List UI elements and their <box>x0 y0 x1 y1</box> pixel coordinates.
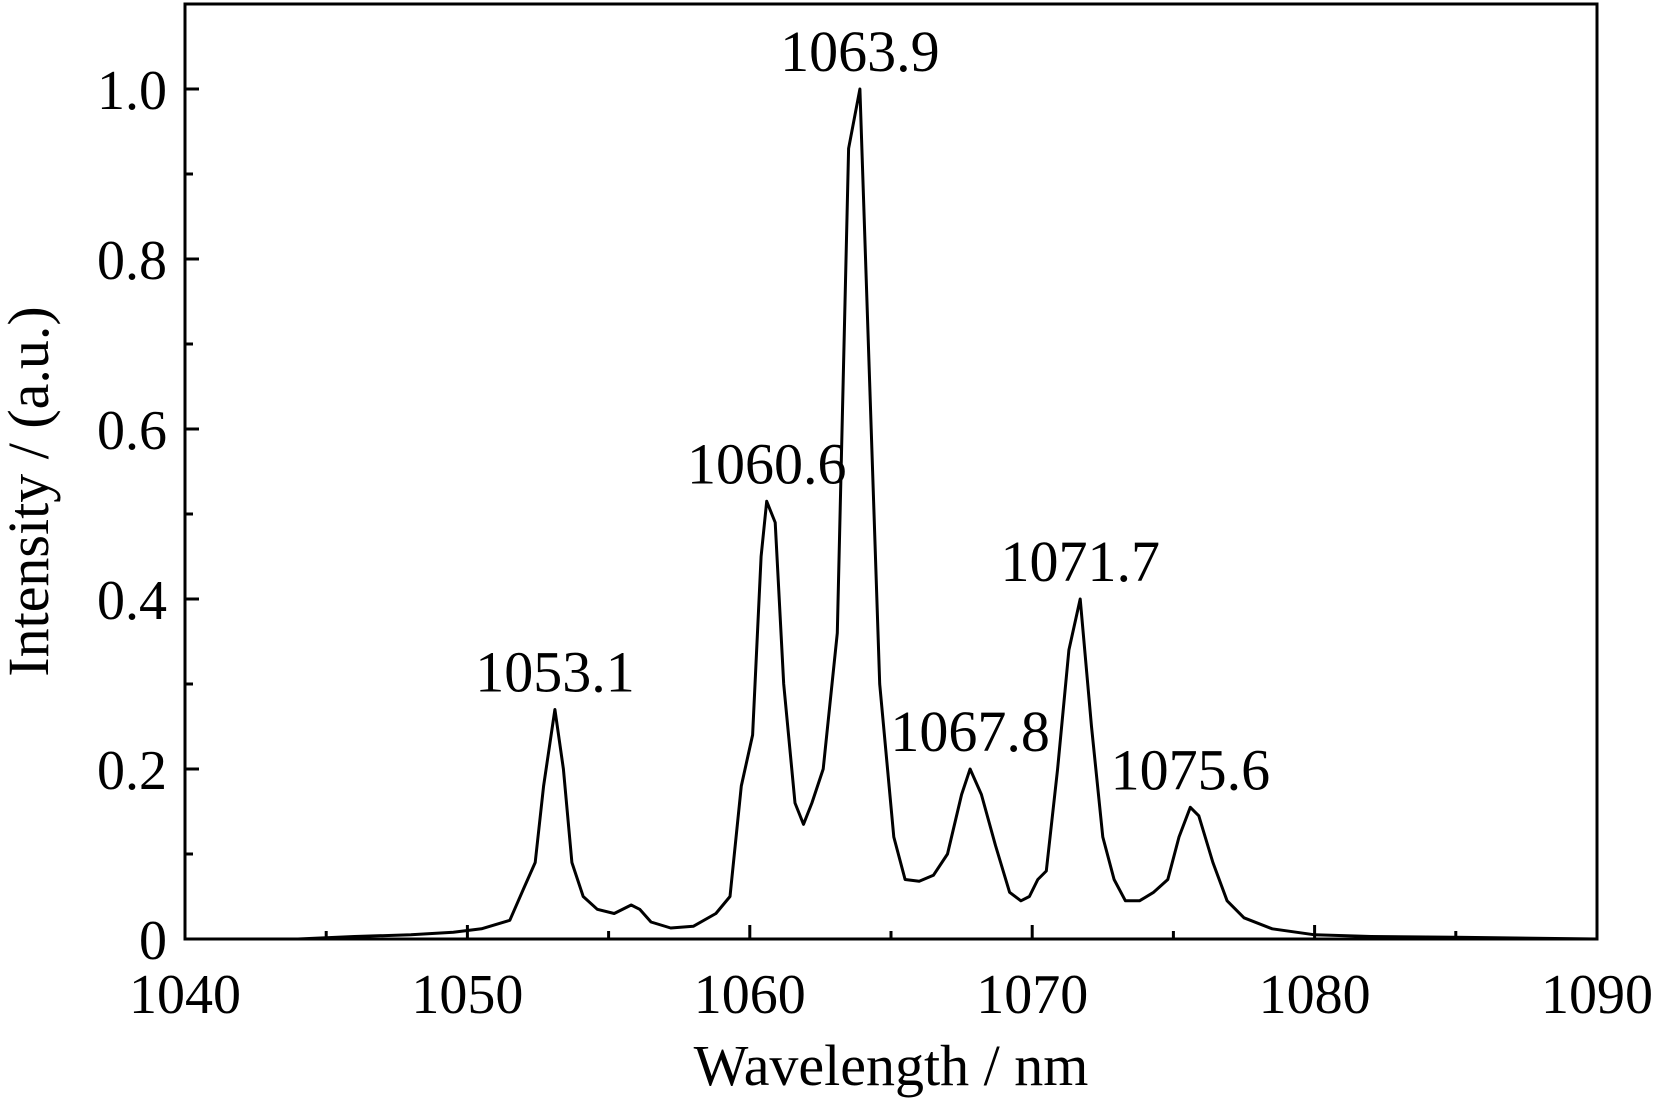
peak-label: 1060.6 <box>687 431 847 496</box>
spectrum-line <box>185 87 1598 941</box>
y-tick-label: 0 <box>139 910 167 972</box>
peak-label: 1071.7 <box>1000 529 1160 594</box>
y-tick-label: 0.4 <box>97 570 167 632</box>
y-axis-title: Intensity / (a.u.) <box>0 306 61 676</box>
x-tick-label: 1040 <box>129 964 241 1026</box>
x-tick-label: 1090 <box>1541 964 1653 1026</box>
peak-annotations: 1053.1 1060.6 1063.9 1067.8 1071.7 1075.6 <box>475 19 1270 802</box>
y-axis-ticks: 0 0.2 0.4 0.6 0.8 1.0 <box>97 2 199 972</box>
y-tick-label: 0.6 <box>97 400 167 462</box>
x-tick-label: 1050 <box>411 964 523 1026</box>
y-tick-label: 0.8 <box>97 230 167 292</box>
x-tick-label: 1070 <box>976 964 1088 1026</box>
peak-label: 1063.9 <box>780 19 940 84</box>
series-layer <box>185 87 1598 941</box>
x-axis-title: Wavelength / nm <box>694 1033 1089 1098</box>
peak-label: 1075.6 <box>1111 737 1271 802</box>
x-axis-ticks: 1040 1050 1060 1070 1080 1090 <box>129 925 1653 1026</box>
y-tick-label: 1.0 <box>97 60 167 122</box>
x-tick-label: 1060 <box>694 964 806 1026</box>
y-tick-label: 0.2 <box>97 740 167 802</box>
peak-label: 1067.8 <box>890 699 1050 764</box>
x-tick-label: 1080 <box>1259 964 1371 1026</box>
peak-label: 1053.1 <box>475 640 635 705</box>
